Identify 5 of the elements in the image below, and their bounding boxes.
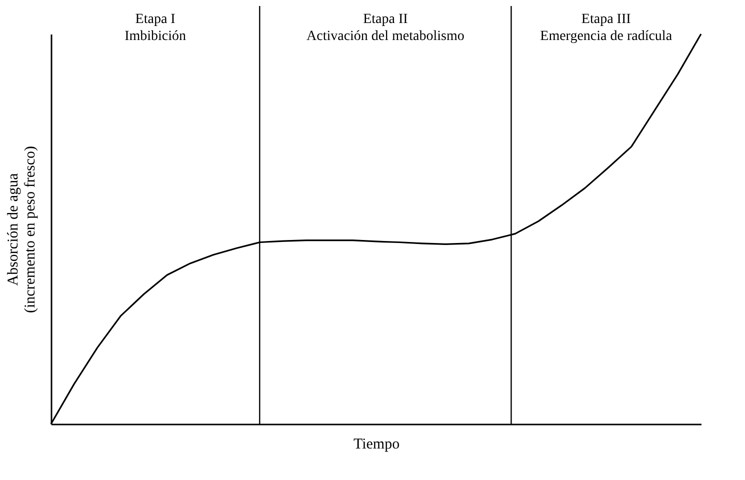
- annotation: Etapa I Imbibición: [124, 12, 186, 44]
- y-axis-title: Absorción de agua (incremento en peso fresco): [6, 146, 38, 314]
- x-axis-title: Tiempo: [353, 436, 400, 452]
- annotation: Etapa III Emergencia de radícula: [540, 12, 673, 44]
- annotation: Etapa II Activación del metabolismo: [306, 12, 464, 44]
